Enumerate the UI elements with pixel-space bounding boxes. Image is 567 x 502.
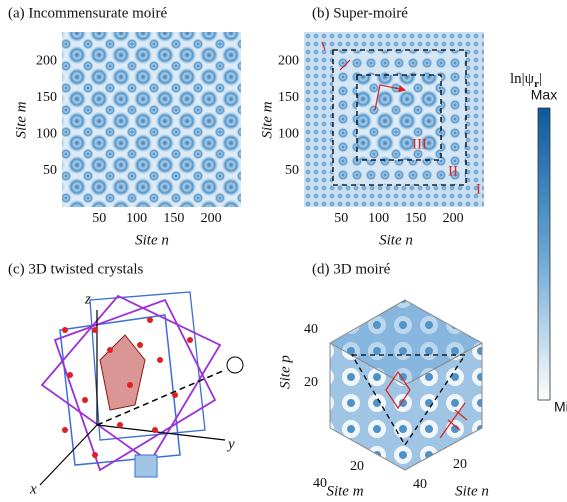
panel-title: (c) 3D twisted crystals bbox=[8, 261, 144, 277]
y-tick-label: 100 bbox=[36, 126, 57, 141]
m-tick-label: 40 bbox=[313, 476, 327, 491]
y-tick-label: 50 bbox=[285, 163, 299, 178]
panel-title: (a) Incommensurate moiré bbox=[8, 5, 167, 21]
region-label: III bbox=[412, 136, 427, 152]
heatmap-region bbox=[357, 75, 441, 160]
axis-label: z bbox=[84, 291, 91, 307]
axis-label: x bbox=[29, 481, 37, 497]
colorbar-max: Max bbox=[531, 87, 557, 103]
axis-label: Site m bbox=[326, 483, 363, 499]
p-tick-label: 40 bbox=[304, 322, 318, 337]
axis-label: Site p bbox=[277, 355, 293, 389]
region-label: II bbox=[448, 163, 458, 179]
region-label: I bbox=[476, 181, 481, 197]
colorbar bbox=[538, 108, 550, 400]
y-label: Site m bbox=[13, 101, 29, 138]
n-tick-label: 20 bbox=[453, 457, 467, 472]
x-tick-label: 150 bbox=[405, 211, 426, 226]
figure: (a) Incommensurate moiré Site m Site n (… bbox=[0, 0, 567, 502]
y-tick-label: 50 bbox=[43, 163, 57, 178]
y-tick-label: 200 bbox=[36, 53, 57, 68]
y-tick-label: 150 bbox=[278, 90, 299, 105]
y-tick-label: 150 bbox=[36, 90, 57, 105]
axis-label: y bbox=[226, 436, 235, 452]
x-tick-label: 200 bbox=[201, 211, 222, 226]
x-tick-label: 50 bbox=[92, 211, 106, 226]
n-tick-label: 40 bbox=[413, 477, 427, 492]
y-tick-label: 100 bbox=[278, 126, 299, 141]
x-tick-label: 50 bbox=[334, 211, 348, 226]
axis-label: Site n bbox=[455, 483, 489, 499]
p-tick-label: 20 bbox=[304, 375, 318, 390]
y-label: Site m bbox=[259, 101, 275, 138]
x-tick-label: 100 bbox=[368, 211, 389, 226]
x-tick-label: 100 bbox=[126, 211, 147, 226]
panel-title: (b) Super-moiré bbox=[312, 5, 408, 21]
crystal-diagram bbox=[40, 292, 243, 485]
x-tick-label: 200 bbox=[443, 211, 464, 226]
x-tick-label: 150 bbox=[163, 211, 184, 226]
x-label: Site n bbox=[135, 232, 169, 248]
colorbar-min: Min bbox=[554, 399, 567, 415]
m-tick-label: 20 bbox=[350, 459, 364, 474]
x-label: Site n bbox=[379, 232, 413, 248]
y-tick-label: 200 bbox=[278, 53, 299, 68]
panel-title: (d) 3D moiré bbox=[312, 261, 391, 277]
heatmap bbox=[62, 32, 241, 207]
